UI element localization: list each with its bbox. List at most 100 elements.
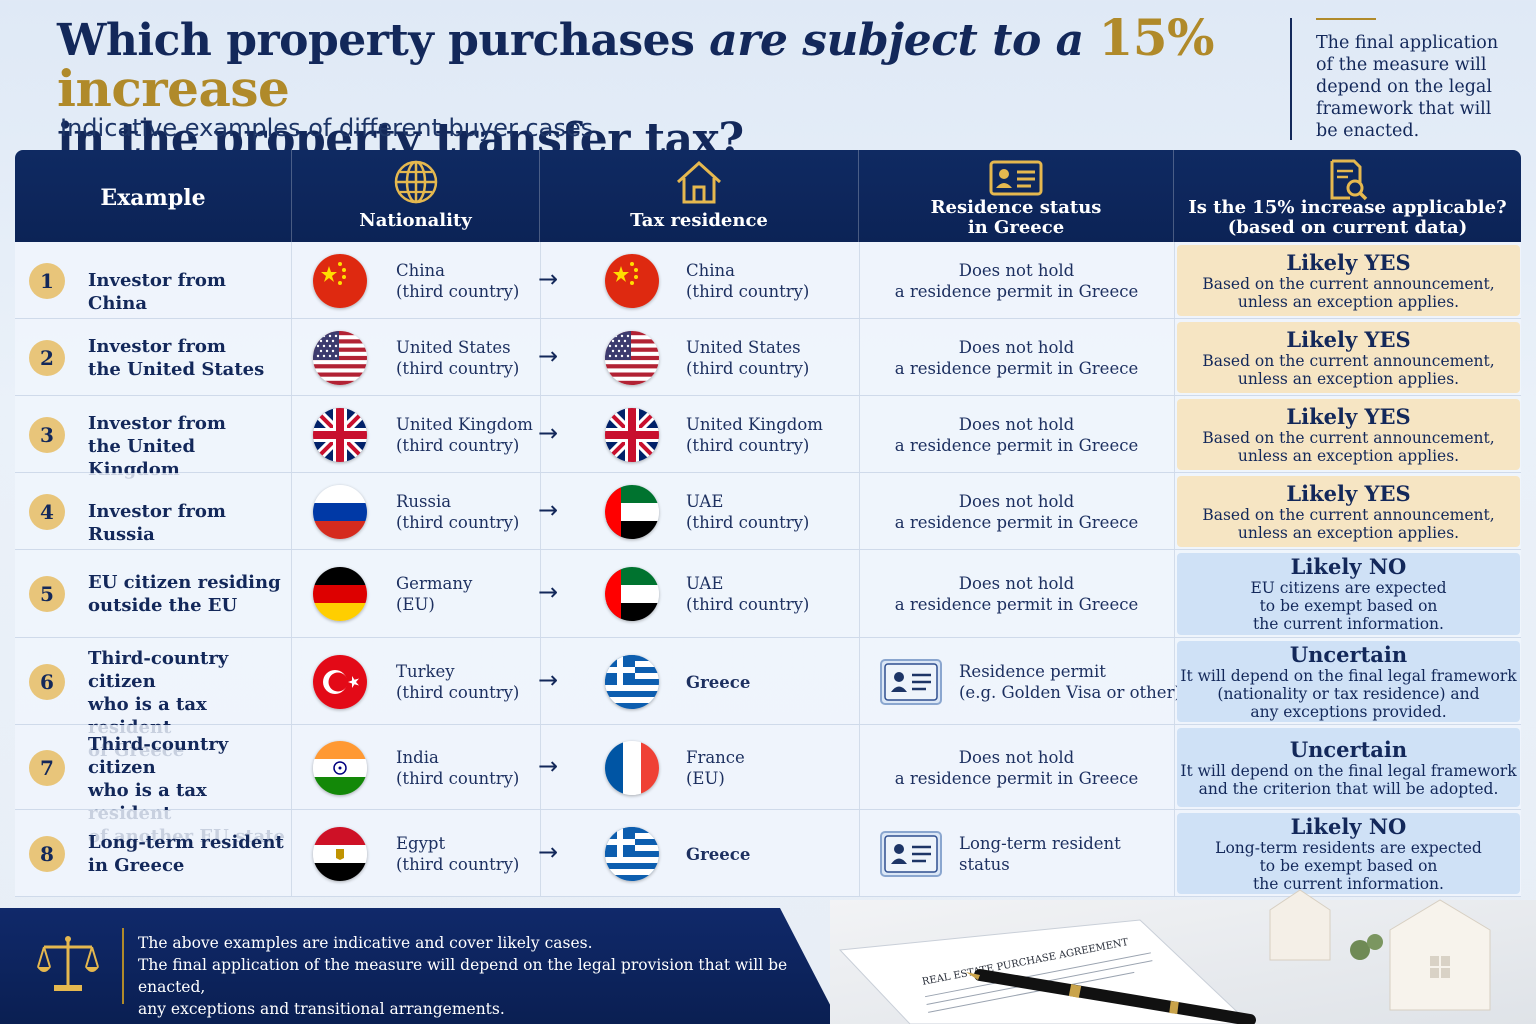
table-row: 2 Investor from the United States United St… <box>15 319 1521 396</box>
verdict-detail-line: Based on the current announcement, <box>1202 274 1495 293</box>
tax-residence-text: Greece <box>686 844 750 865</box>
header-residence-status-label: Residence status in Greece <box>859 198 1173 238</box>
residence-status-text: Does not hold a residence permit in Greec… <box>859 573 1174 615</box>
tax-residence-country: Greece <box>686 844 751 864</box>
column-divider <box>15 725 292 809</box>
row-number-badge: 1 <box>29 262 65 299</box>
tax-residence-group: (third country) <box>686 595 810 614</box>
tax-residence-country: China <box>686 260 735 280</box>
residence-status-line: Does not hold <box>958 747 1075 767</box>
verdict-detail-line: unless an exception applies. <box>1237 369 1460 388</box>
id-card-icon <box>880 830 942 881</box>
residence-status-line: Does not hold <box>958 491 1075 511</box>
nationality-text: Germany (EU) <box>396 573 472 615</box>
greece-flag <box>605 654 659 709</box>
arrow-icon: → <box>538 495 559 524</box>
column-divider <box>15 319 292 395</box>
header-applicable-label: Is the 15% increase applicable? (based o… <box>1174 198 1521 238</box>
column-divider <box>540 242 541 318</box>
header: Which property purchases are subject to … <box>0 0 1536 164</box>
column-divider <box>1174 550 1175 637</box>
row-number-badge: 2 <box>29 339 65 376</box>
nationality-group: (third country) <box>396 682 520 702</box>
row-number-badge: 4 <box>29 493 65 530</box>
example-line: Investor from <box>88 335 226 357</box>
column-divider <box>540 810 541 896</box>
verdict-detail-line: Based on the current announcement, <box>1202 351 1495 370</box>
residence-status-line: a residence permit in Greece <box>894 768 1139 788</box>
nationality-text: Russia (third country) <box>396 491 519 533</box>
example-label: EU citizen residing outside the EU <box>88 571 288 617</box>
verdict-detail-line: the current information. <box>1253 615 1444 633</box>
residence-status-text: Does not hold a residence permit in Greec… <box>859 491 1174 533</box>
verdict-detail-line: to be exempt based on <box>1259 597 1438 615</box>
verdict-detail-line: to be exempt based on <box>1259 857 1438 875</box>
arrow-icon: → <box>538 418 559 447</box>
column-divider <box>859 473 860 549</box>
header-applicable-line-1: Is the 15% increase applicable? <box>1188 197 1507 218</box>
uae-flag <box>605 567 659 621</box>
example-line: the United States <box>88 358 265 380</box>
table-row: 8 Long-term resident in Greece Egypt (third … <box>15 810 1521 897</box>
france-flag <box>605 740 659 795</box>
column-divider <box>15 810 292 896</box>
row-number-badge: 5 <box>29 576 65 612</box>
verdict-heading: Likely NO <box>1290 554 1407 579</box>
example-line: Third-country citizen <box>88 648 229 692</box>
arrow-icon: → <box>538 341 559 370</box>
footer-disclaimer: The above examples are indicative and co… <box>0 908 840 1024</box>
tax-residence-text: UAE (third country) <box>686 491 809 533</box>
arrow-icon: → <box>538 578 559 606</box>
residence-status-text: Residence permit (e.g. Golden Visa or oth… <box>959 661 1181 703</box>
header-nationality-label: Nationality <box>359 210 472 231</box>
nationality-country: India <box>396 747 439 767</box>
column-divider <box>540 725 541 809</box>
side-note: The final application of the measure wil… <box>1290 18 1520 141</box>
tax-residence-text: United States (third country) <box>686 337 809 379</box>
residence-status-line: Long-term resident <box>959 833 1121 853</box>
column-divider <box>540 473 541 549</box>
verdict-detail-line: It will depend on the final legal framew… <box>1180 667 1517 685</box>
egypt-flag <box>313 826 367 881</box>
globe-icon <box>394 160 437 204</box>
tax-residence-group: (third country) <box>686 281 810 301</box>
residence-status-text: Does not hold a residence permit in Greec… <box>859 414 1174 456</box>
tax-residence-text: United Kingdom (third country) <box>686 414 823 456</box>
title-part-2: are subject to a <box>709 15 1099 66</box>
verdict-detail-line: Based on the current announcement, <box>1202 505 1495 524</box>
tax-residence-country: Greece <box>686 672 751 692</box>
verdict-detail-line: It will depend on the final legal framew… <box>1180 761 1517 780</box>
verdict-heading: Likely NO <box>1290 814 1407 839</box>
page-subtitle: Indicative examples of different buyer c… <box>60 114 594 142</box>
tax-residence-country: UAE <box>686 491 724 511</box>
germany-flag <box>313 567 367 621</box>
verdict-heading: Likely YES <box>1286 326 1411 352</box>
residence-status-line: Does not hold <box>958 574 1075 593</box>
footer-line-2: The final application of the measure wil… <box>138 956 788 996</box>
applicability-verdict: Likely YES Based on the current announcem… <box>1177 399 1520 470</box>
uk-flag <box>605 407 659 462</box>
applicability-verdict: Likely NO Long-term residents are expecte… <box>1177 813 1520 894</box>
arrow-icon: → <box>538 665 559 694</box>
china-flag <box>605 253 659 308</box>
header-tax-residence-label: Tax residence <box>630 210 768 231</box>
house-model-icon <box>1269 889 1491 1011</box>
verdict-detail-line: any exceptions provided. <box>1250 703 1447 721</box>
greece-flag <box>605 826 659 881</box>
nationality-group: (third country) <box>396 358 520 378</box>
footer-line-3: any exceptions and transitional arrangem… <box>138 1000 505 1018</box>
nationality-text: United Kingdom (third country) <box>396 414 533 456</box>
table-row: 1 Investor from China China (third country)… <box>15 242 1521 319</box>
verdict-heading: Uncertain <box>1289 642 1408 667</box>
usa-flag <box>605 330 659 385</box>
tax-residence-group: (third country) <box>686 512 810 532</box>
russia-flag <box>313 484 367 539</box>
verdict-heading: Likely YES <box>1286 480 1411 506</box>
row-number-badge: 6 <box>29 663 65 700</box>
uk-flag <box>313 407 367 462</box>
nationality-country: Russia <box>396 491 452 511</box>
pen-icon <box>966 969 1256 1024</box>
example-line: Third-country citizen <box>88 734 229 778</box>
residence-status-text: Does not hold a residence permit in Greec… <box>859 337 1174 379</box>
column-divider <box>540 319 541 395</box>
